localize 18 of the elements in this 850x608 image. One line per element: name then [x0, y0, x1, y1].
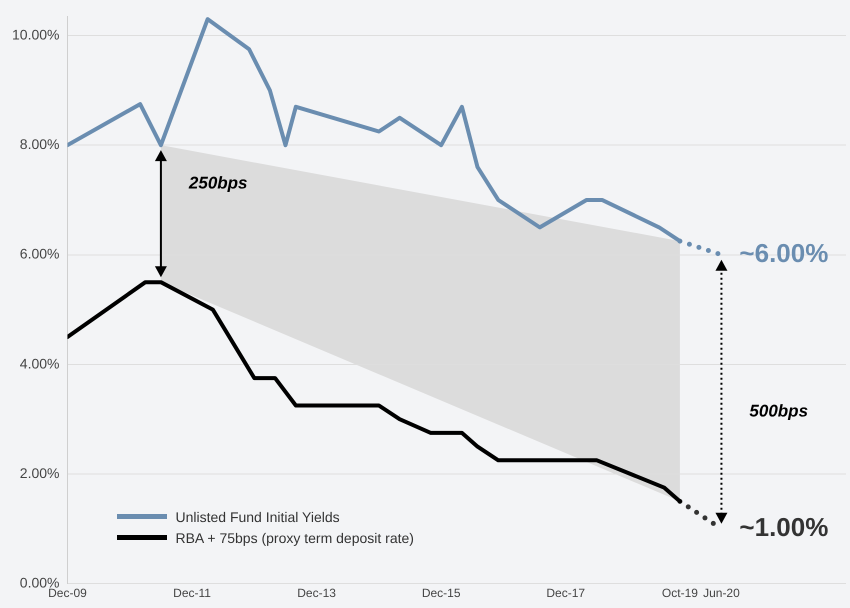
legend-label: Unlisted Fund Initial Yields — [175, 508, 340, 525]
y-tick-label: 4.00% — [20, 355, 60, 372]
y-tick-label: 10.00% — [12, 26, 60, 42]
y-tick-label: 6.00% — [20, 246, 60, 262]
x-tick-label: Dec-17 — [546, 586, 586, 600]
data-label: ~1.00% — [739, 512, 828, 542]
x-tick-label: Dec-11 — [173, 586, 212, 600]
annotation: 250bps — [188, 173, 248, 192]
annotation: 500bps — [749, 401, 808, 420]
x-tick-label: Jun-20 — [703, 586, 740, 600]
x-tick-label: Dec-15 — [422, 586, 461, 600]
x-tick-label: Dec-09 — [48, 586, 88, 600]
x-tick-label: Oct-19 — [662, 586, 698, 600]
legend-label: RBA + 75bps (proxy term deposit rate) — [175, 530, 414, 546]
y-tick-label: 2.00% — [20, 464, 60, 481]
x-tick-label: Dec-13 — [297, 586, 336, 600]
y-tick-label: 8.00% — [20, 136, 60, 152]
data-label: ~6.00% — [739, 238, 828, 268]
